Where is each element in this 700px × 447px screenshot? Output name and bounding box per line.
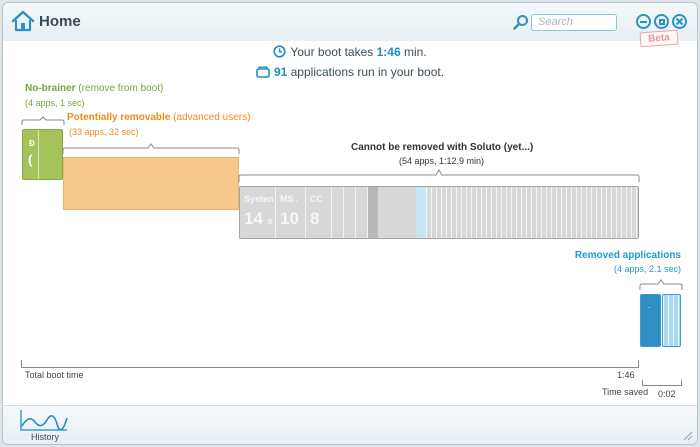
removable-subtitle: (33 apps, 32 sec) — [69, 127, 139, 137]
maximize-button[interactable] — [654, 14, 669, 29]
total-boot-time-axis — [21, 360, 639, 368]
no-brainer-title: No-brainer — [25, 83, 76, 94]
gray-app-cell[interactable]: CC 8 — [306, 187, 332, 238]
time-saved-label: Time saved — [602, 387, 649, 397]
gray-app-cell-dark[interactable] — [368, 187, 378, 238]
app-boot-time: 14 s — [244, 209, 273, 228]
applications-icon — [256, 66, 270, 78]
minimize-button[interactable] — [636, 14, 651, 29]
removable-title: Potentially removable — [67, 112, 171, 123]
history-chart-icon — [20, 410, 68, 431]
clock-icon — [273, 45, 286, 58]
removed-apps-bar[interactable]: · — [640, 294, 681, 347]
minimize-icon — [640, 20, 647, 23]
cannot-remove-apps-bar[interactable]: Systen 14 s MS . 10 CC 8 — [239, 186, 639, 239]
boot-suffix: min. — [400, 45, 427, 59]
app-name: CC — [310, 194, 323, 204]
boot-time-summary: Your boot takes 1:46 min. — [3, 45, 697, 59]
no-brainer-heading: No-brainer (remove from boot) — [25, 83, 163, 94]
gray-app-cell[interactable] — [356, 187, 368, 238]
apps-count: 91 — [273, 65, 288, 79]
removed-app-cell[interactable]: · — [640, 294, 661, 347]
cannot-remove-title: Cannot be removed with Soluto (yet...) — [351, 142, 534, 153]
gray-app-cell[interactable]: MS . 10 — [276, 187, 306, 238]
no-brainer-note: (remove from boot) — [78, 83, 164, 94]
gray-app-cell[interactable]: Systen 14 s — [240, 187, 276, 238]
cannot-remove-subtitle: (54 apps, 1:12.9 min) — [399, 156, 485, 166]
gray-app-cell[interactable] — [332, 187, 344, 238]
resize-grip-icon[interactable] — [681, 429, 693, 441]
removable-heading: Potentially removable (advanced users) — [67, 112, 250, 123]
home-icon[interactable] — [11, 10, 35, 32]
apps-suffix: applications run in your boot. — [287, 65, 445, 79]
app-boot-time: 8 — [310, 209, 320, 228]
no-brainer-subtitle: (4 apps, 1 sec) — [25, 98, 85, 108]
removed-app-cell[interactable] — [662, 294, 681, 347]
apps-summary: 91 applications run in your boot. — [3, 65, 697, 79]
history-label: History — [31, 432, 60, 442]
footer-bar: History — [3, 405, 697, 444]
gray-app-cell[interactable] — [344, 187, 356, 238]
search-input[interactable]: Search — [531, 14, 617, 31]
close-button[interactable] — [672, 14, 687, 29]
removed-app-marker: · — [648, 303, 651, 312]
total-boot-time-value: 1:46 — [617, 370, 635, 380]
gray-app-cell-highlighted[interactable] — [416, 187, 426, 238]
boot-time-value: 1:46 — [376, 45, 401, 59]
page-title: Home — [39, 13, 81, 30]
title-bar: Home Search Beta — [3, 3, 697, 48]
app-boot-time: 10 — [280, 209, 299, 228]
time-saved-value: 0:02 — [658, 389, 676, 399]
removable-apps-bar[interactable] — [63, 157, 239, 210]
removed-title: Removed applications — [574, 250, 681, 261]
maximize-icon — [658, 18, 665, 25]
close-icon — [675, 17, 684, 26]
removable-brace — [62, 143, 240, 154]
boot-prefix: Your boot takes — [290, 45, 377, 59]
app-name: MS . — [280, 194, 299, 204]
green-app-cell[interactable]: Đ ( — [23, 130, 39, 179]
search-icon[interactable] — [513, 14, 529, 30]
app-name: Systen — [244, 194, 274, 204]
total-boot-time-label: Total boot time — [25, 370, 84, 380]
cannot-remove-brace — [238, 169, 640, 182]
removed-subtitle: (4 apps, 2.1 sec) — [613, 264, 681, 274]
time-saved-axis — [642, 380, 682, 386]
removable-note: (advanced users) — [173, 112, 251, 123]
gray-app-stripes[interactable] — [416, 187, 638, 238]
removed-brace — [639, 279, 683, 290]
history-button[interactable]: History — [19, 406, 73, 444]
no-brainer-brace — [21, 116, 65, 125]
no-brainer-apps-bar[interactable]: Đ ( — [22, 129, 63, 180]
